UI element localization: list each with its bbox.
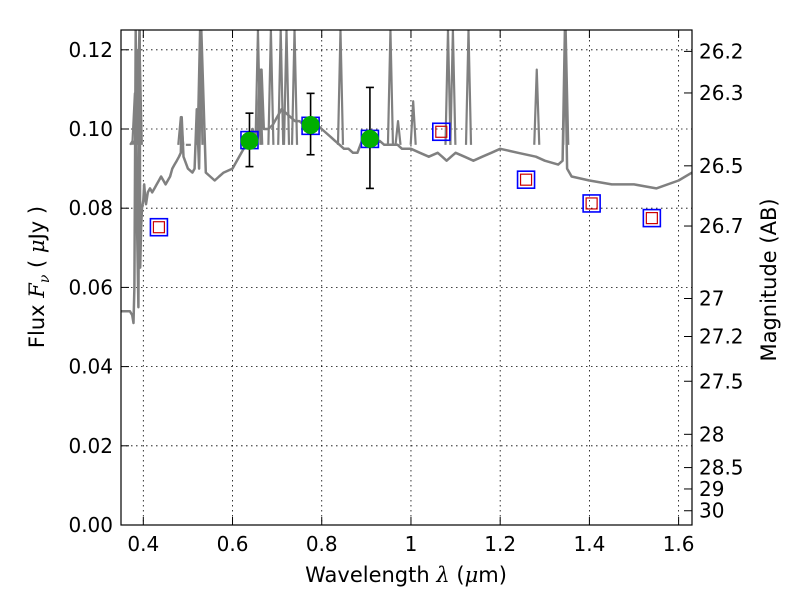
model-photometry-inner — [645, 212, 658, 225]
x-tick-label: 0.6 — [217, 532, 249, 556]
x-tick-label: 1.2 — [484, 532, 516, 556]
y-tick-label: 0.12 — [68, 38, 113, 62]
emission-line-spike — [177, 116, 185, 145]
y2-tick-label: 28.5 — [699, 456, 744, 480]
model-photometry-box — [642, 208, 662, 228]
observed-point — [360, 129, 379, 148]
x-tick-label: 0.8 — [306, 532, 338, 556]
x-tick-label: 0.4 — [127, 532, 159, 556]
emission-line-spike — [336, 30, 345, 145]
y2-tick-label: 26.7 — [699, 214, 744, 238]
y2-tick-label: 27 — [699, 286, 724, 310]
x-tick-label: 1.6 — [663, 532, 695, 556]
model-photometry-inner — [585, 197, 598, 210]
y2-axis-label: Magnitude (AB) — [757, 198, 781, 361]
observed-point — [301, 116, 320, 135]
y-axis-label: Flux Fν ( μJy ) — [25, 206, 53, 348]
y2-tick-label: 26.5 — [699, 154, 744, 178]
y-tick-label: 0.10 — [68, 117, 113, 141]
y-tick-label: 0.02 — [68, 434, 113, 458]
y2-tick-label: 27.2 — [699, 325, 744, 349]
emission-line-spike — [562, 30, 570, 145]
x-tick-label: 1 — [405, 532, 418, 556]
y2-tick-label: 27.5 — [699, 369, 744, 393]
y-tick-label: 0.08 — [68, 196, 113, 220]
emission-line-spike — [290, 30, 299, 145]
y-tick-label: 0.04 — [68, 355, 113, 379]
observed-point — [240, 131, 259, 150]
emission-line-spike — [533, 68, 541, 145]
emission-line-spike — [409, 100, 417, 145]
x-axis-label: Wavelength λ (μm) — [305, 563, 507, 587]
y2-tick-label: 26.2 — [699, 39, 744, 63]
grid — [121, 30, 692, 525]
model-photometry-inner — [519, 173, 533, 186]
model-spectrum-line — [121, 30, 692, 325]
y2-tick-label: 28 — [699, 422, 724, 446]
emission-line-spike — [394, 119, 402, 145]
plot-frame — [120, 29, 693, 526]
emission-line-spike — [254, 30, 262, 145]
emission-line-spike — [267, 30, 275, 145]
emission-line-spike — [282, 30, 291, 145]
emission-line-spike — [277, 30, 285, 145]
emission-line-spike — [196, 30, 204, 145]
model-photometry-box — [516, 170, 536, 189]
y2-tick-label: 30 — [699, 499, 724, 523]
emission-line-spike — [256, 68, 264, 145]
model-photometry-box — [149, 217, 169, 237]
x-tick-label: 1.4 — [573, 532, 605, 556]
axis-ticks: 0.4 0.6 0.8 1 1.2 1.4 1.6 0.00 0.02 0.04 0.06 0.08 0… — [68, 30, 744, 556]
emission-line-spike — [444, 30, 452, 145]
model-photometry-box — [431, 122, 451, 142]
emission-line-spike — [449, 30, 457, 145]
model-photometry-inner — [152, 221, 166, 234]
y-tick-label: 0.06 — [68, 275, 113, 299]
plot-area — [121, 30, 692, 325]
emission-line-spike — [386, 30, 395, 145]
model-photometry-box — [582, 194, 601, 213]
model-photometry-inner — [435, 125, 448, 138]
emission-line-spike — [135, 30, 143, 145]
y2-tick-label: 26.3 — [699, 81, 744, 105]
emission-line-spike — [464, 30, 473, 145]
y2-tick-label: 29 — [699, 477, 724, 501]
y-tick-label: 0.00 — [68, 513, 113, 537]
